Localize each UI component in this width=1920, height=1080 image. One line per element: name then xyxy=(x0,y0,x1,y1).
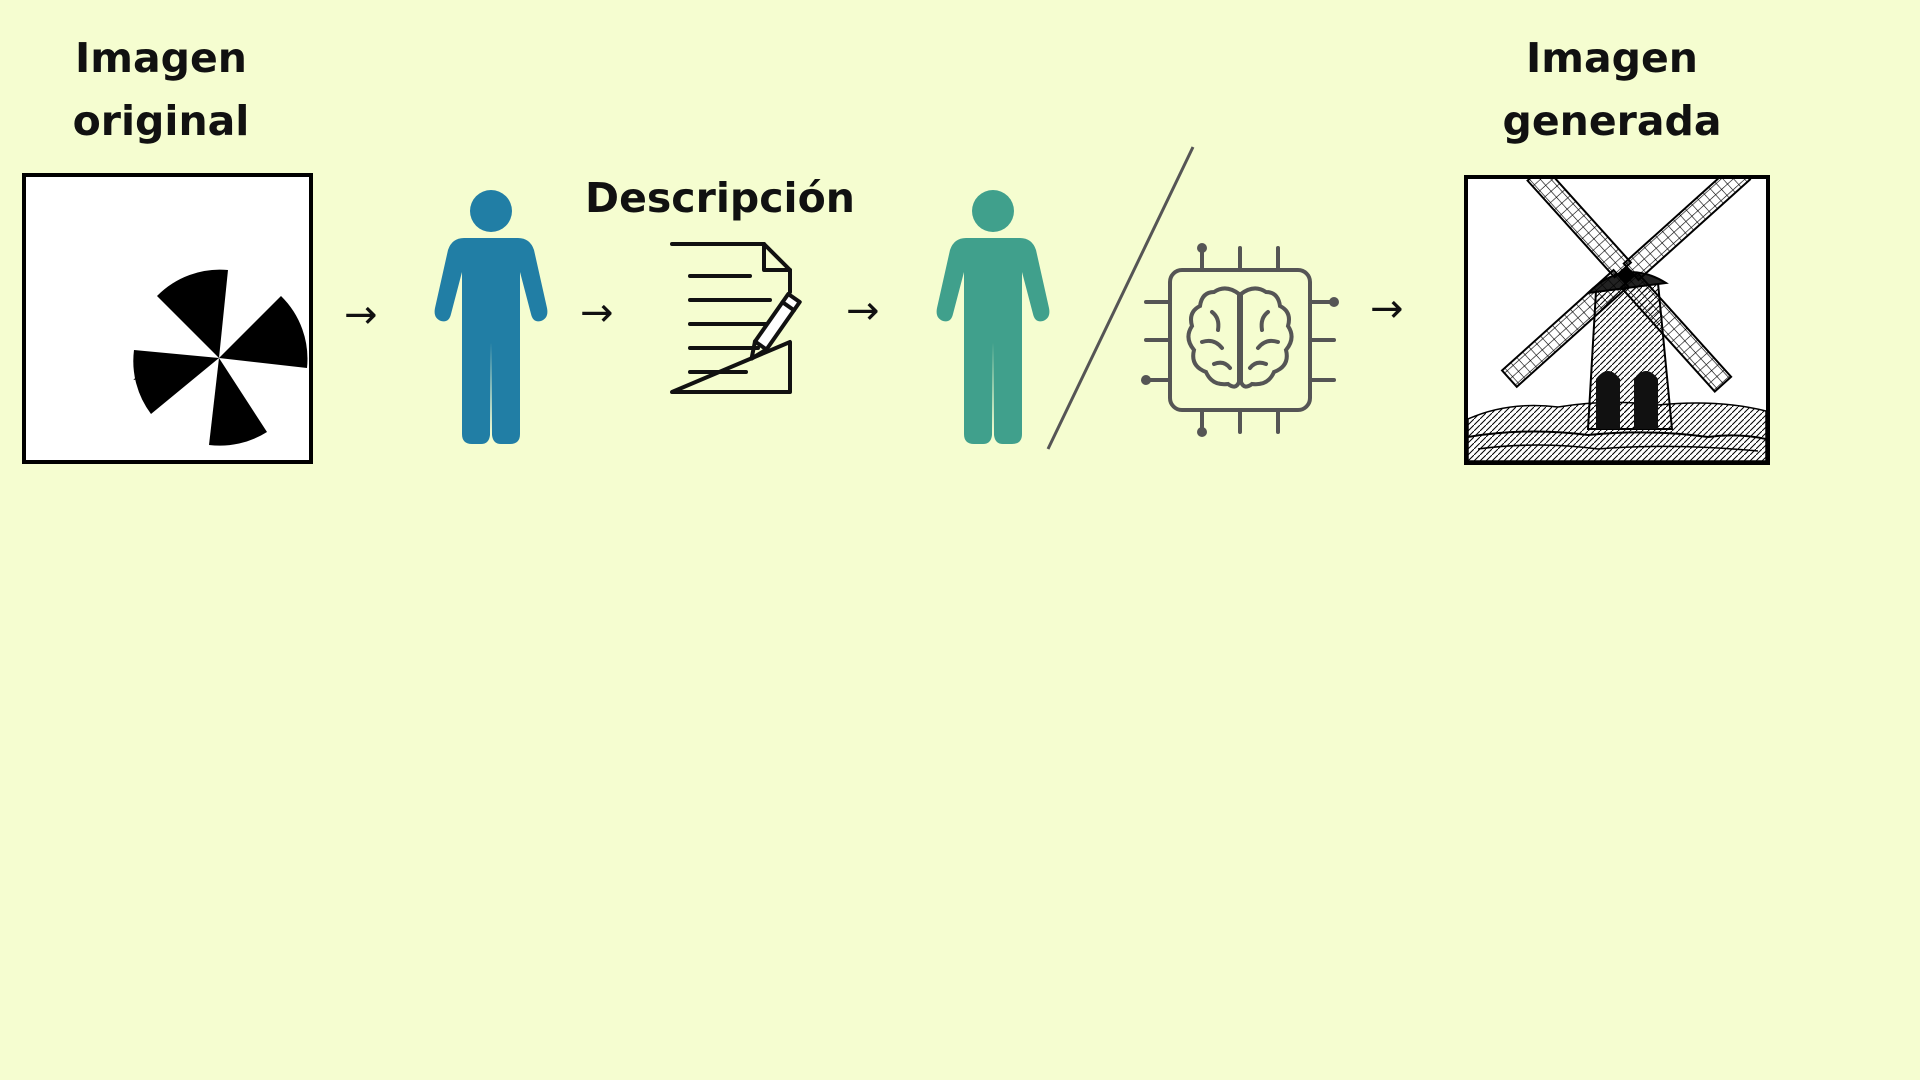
document-with-pencil-icon xyxy=(670,242,802,394)
generated-image-frame xyxy=(1464,175,1770,465)
ai-brain-chip-icon xyxy=(1141,243,1339,437)
pinwheel-blade-left-fill xyxy=(133,350,219,414)
original-image-frame xyxy=(22,173,313,464)
pinwheel-blade-bottom xyxy=(209,358,267,446)
arrow-1: → xyxy=(344,292,378,338)
generator-person-icon xyxy=(936,190,1050,444)
generated-image-title: Imagen generada xyxy=(1502,34,1722,145)
pinwheel-blade-right xyxy=(219,296,308,368)
description-label: Descripción xyxy=(585,174,855,222)
windmill-engraving xyxy=(1468,179,1766,461)
arrow-3: → xyxy=(846,288,880,334)
original-image-title: Imagen original xyxy=(72,34,250,145)
describer-person-icon xyxy=(434,190,548,444)
arrow-2: → xyxy=(580,290,614,336)
pinwheel-shape xyxy=(133,269,308,446)
or-separator-slash xyxy=(1046,146,1195,450)
pinwheel-blade-top xyxy=(157,269,228,358)
arrow-4: → xyxy=(1370,286,1404,332)
